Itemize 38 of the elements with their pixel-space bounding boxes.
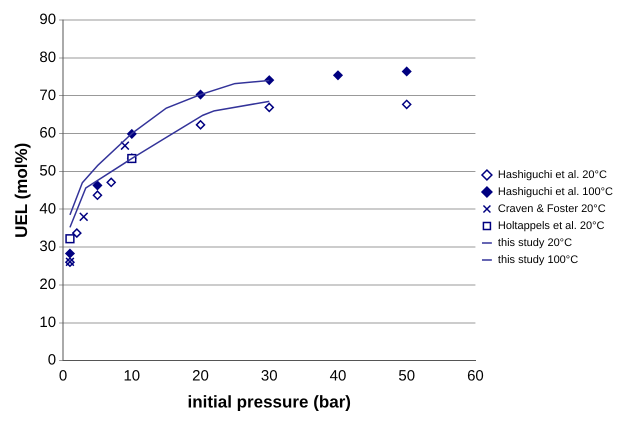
point [65, 248, 75, 258]
y-tick-label: 30 [39, 238, 56, 256]
y-tick-label: 70 [39, 86, 56, 104]
y-tick-label: 20 [39, 276, 56, 294]
y-axis-title: UEL (mol%) [12, 142, 31, 238]
point [120, 141, 130, 150]
x-tick-label: 20 [192, 368, 209, 385]
point [79, 212, 88, 222]
point [106, 178, 116, 188]
x-tick-label: 10 [123, 368, 140, 385]
y-tick-label: 10 [39, 314, 56, 331]
y-tick-label: 50 [39, 162, 56, 180]
point [333, 70, 343, 80]
point [92, 190, 102, 200]
legend-label: this study 20°C [498, 237, 572, 250]
x-tick-label: 60 [467, 368, 484, 385]
point [264, 102, 274, 112]
legend-label: Holtappels et al. 20°C [498, 220, 604, 232]
point [196, 120, 206, 130]
legend-label: Hashiguchi et al. 100°C [498, 186, 614, 198]
point [72, 228, 82, 238]
point [92, 180, 102, 190]
x-tick-label: 0 [58, 368, 68, 385]
legend-label: this study 100°C [498, 254, 578, 266]
y-tick-label: 40 [39, 200, 56, 218]
legend-label: Hashiguchi et al. 20°C [498, 169, 607, 182]
y-tick-label: 90 [39, 11, 56, 28]
x-tick-label: 30 [260, 368, 278, 385]
x-axis-title: initial pressure (bar) [188, 392, 351, 412]
point [402, 66, 412, 76]
x-tick-label: 40 [330, 368, 346, 385]
point [65, 234, 75, 244]
point [402, 100, 412, 110]
y-tick-label: 60 [39, 124, 56, 142]
x-tick-label: 50 [398, 368, 416, 385]
legend-label: Craven & Foster 20°C [498, 203, 606, 216]
y-tick-label: 80 [39, 48, 56, 66]
y-tick-label: 0 [48, 352, 56, 369]
